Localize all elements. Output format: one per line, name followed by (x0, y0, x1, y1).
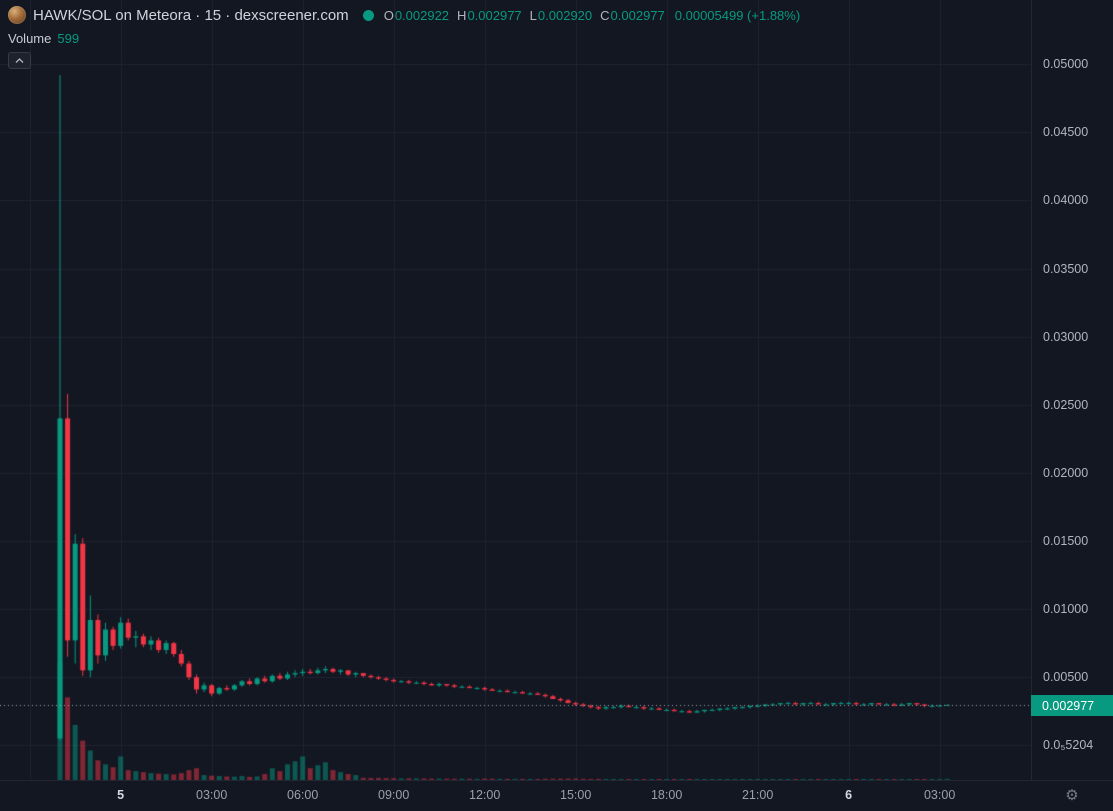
price-axis-label: 0.04000 (1043, 193, 1089, 208)
price-axis-label: 0.05000 (1043, 57, 1089, 72)
time-axis-label: 15:00 (560, 788, 592, 802)
price-axis-label: 0.01500 (1043, 533, 1089, 548)
change-value: 0.00005499 (+1.88%) (674, 7, 801, 23)
high-label: H (457, 7, 467, 23)
pair-logo-icon (8, 6, 26, 24)
price-axis[interactable]: 0.05000 0.04500 0.04000 0.03500 0.03000 0.025… (1031, 0, 1113, 780)
time-axis-label: 6 (845, 788, 853, 802)
price-axis-label: 0.03500 (1043, 261, 1089, 276)
price-axis-label: 0.02500 (1043, 397, 1089, 412)
volume-indicator-row: Volume 599 (8, 31, 79, 46)
time-axis-label: 18:00 (650, 788, 683, 802)
time-axis[interactable]: 5 03:00 06:00 09:00 12:00 15:00 18:00 21:00 6 03:… (0, 780, 1113, 811)
price-axis-label: 0.00500 (1043, 670, 1089, 685)
price-axis-label: 0.0₅5204 (1043, 738, 1094, 753)
collapse-pane-button[interactable] (8, 52, 31, 69)
time-axis-label: 5 (117, 788, 125, 802)
open-value: 0.002922 (394, 7, 450, 23)
high-value: 0.002977 (467, 7, 522, 23)
price-axis-label: 0.03000 (1043, 329, 1089, 344)
low-label: L (529, 7, 537, 23)
time-axis-label: 03:00 (923, 788, 956, 802)
ohlc-readout: O0.002922 H0.002977 L0.002920 C0.002977 … (384, 8, 800, 23)
open-label: O (383, 7, 394, 23)
price-axis-label: 0.02000 (1043, 465, 1089, 480)
volume-label[interactable]: Volume (8, 31, 52, 46)
time-axis-label: 12:00 (469, 788, 501, 802)
close-label: C (600, 7, 610, 23)
price-axis-label: 0.01000 (1043, 602, 1089, 617)
time-axis-label: 09:00 (378, 788, 410, 802)
low-value: 0.002920 (537, 7, 593, 23)
chart-legend: HAWK/SOL on Meteora · 15 · dexscreener.c… (8, 6, 800, 24)
price-axis-label: 0.04500 (1043, 125, 1089, 140)
time-axis-label: 21:00 (741, 788, 774, 802)
time-axis-label: 06:00 (287, 788, 319, 802)
live-status-icon (362, 9, 374, 21)
axis-corner: ⚙ (1031, 780, 1113, 810)
volume-value: 599 (57, 31, 80, 46)
time-axis-label: 03:00 (196, 788, 228, 802)
scale-settings-icon[interactable]: ⚙ (1065, 786, 1079, 804)
pair-title[interactable]: HAWK/SOL on Meteora · 15 · dexscreener.c… (33, 6, 349, 24)
close-value: 0.002977 (610, 7, 665, 23)
chevron-up-icon (15, 57, 24, 63)
last-price-tag: 0.002977 (1031, 695, 1113, 716)
